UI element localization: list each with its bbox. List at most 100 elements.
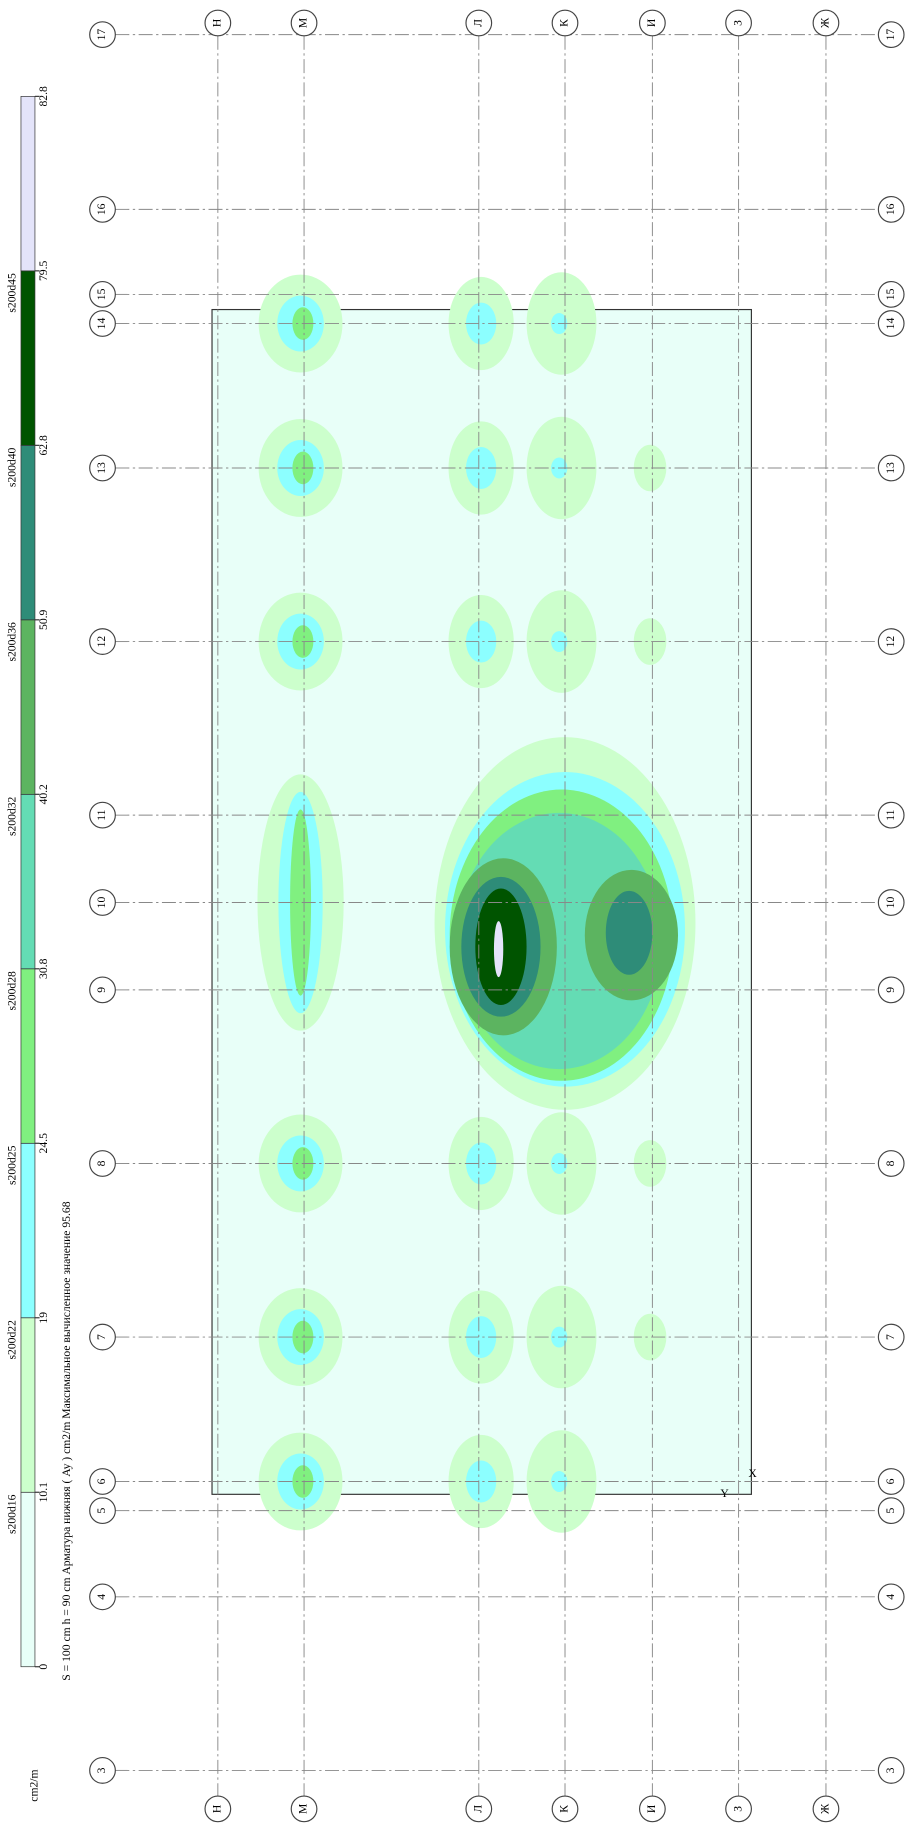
contour xyxy=(633,1140,667,1187)
axis-bubble xyxy=(290,1795,318,1823)
legend-label: s200d22 xyxy=(5,1320,18,1360)
axis-label: 13 xyxy=(884,462,897,474)
legend-swatch xyxy=(20,1317,36,1493)
axis-label: К xyxy=(558,19,571,27)
legend-tick-label: 0 xyxy=(37,1664,50,1670)
axis-label: 14 xyxy=(95,318,108,330)
axis-label: 5 xyxy=(884,1508,897,1514)
legend-tick-label: 40.2 xyxy=(37,784,50,805)
axis-label: 15 xyxy=(95,288,108,300)
axis-bubble xyxy=(89,1468,116,1495)
legend-label: s200d16 xyxy=(5,1494,18,1534)
axis-label: 9 xyxy=(884,987,897,993)
axis-bubble xyxy=(725,1795,752,1823)
legend-swatch xyxy=(20,96,36,272)
axis-label: 16 xyxy=(884,203,897,215)
axis-bubble xyxy=(89,454,116,482)
axis-bubble xyxy=(877,1583,905,1611)
axis-label: И xyxy=(645,18,658,27)
axis-bubble xyxy=(89,1757,116,1784)
axis-label: Ж xyxy=(819,17,832,28)
axis-label: 17 xyxy=(95,29,108,41)
axis-label: 15 xyxy=(884,288,897,300)
axis-label: 11 xyxy=(884,809,897,820)
axis-bubble xyxy=(638,9,666,37)
axis-bubble xyxy=(638,1795,666,1823)
axis-label: З xyxy=(731,1806,744,1812)
axis-bubble xyxy=(877,1497,905,1525)
legend-label: s200d32 xyxy=(5,796,18,836)
axis-label: 6 xyxy=(95,1478,108,1484)
axis-bubble xyxy=(89,1497,116,1525)
axis-label: 16 xyxy=(95,203,108,215)
axis-bubble xyxy=(877,21,905,49)
legend-label: s200d40 xyxy=(5,447,18,487)
axis-bubble xyxy=(812,1795,840,1823)
axis-label: 3 xyxy=(95,1767,108,1773)
axis-bubble xyxy=(877,1323,905,1351)
legend-swatch xyxy=(20,793,36,970)
legend-tick-label: 79.5 xyxy=(37,260,50,281)
axis-label: 8 xyxy=(884,1160,897,1166)
axis-bubble xyxy=(89,1150,116,1177)
axis-label: З xyxy=(731,20,744,26)
axis-label: 11 xyxy=(95,809,108,820)
axis-bubble xyxy=(89,976,116,1004)
contour xyxy=(465,302,497,345)
axis-bubble xyxy=(465,9,493,37)
axis-bubble xyxy=(877,1150,905,1177)
legend-tick-label: 62.8 xyxy=(37,435,50,456)
contour xyxy=(605,890,653,975)
axis-bubble xyxy=(89,628,116,655)
axis-bubble xyxy=(551,1795,579,1823)
axis-bubble xyxy=(725,9,752,37)
legend-tick-label: 30.8 xyxy=(37,958,50,979)
axis-label: 7 xyxy=(884,1334,897,1340)
axis-bubble xyxy=(551,9,579,37)
axis-label: 10 xyxy=(95,897,108,909)
axis-label: К xyxy=(558,1805,571,1813)
axis-label: 3 xyxy=(884,1767,897,1773)
legend-tick-label: 19 xyxy=(37,1312,50,1324)
axis-bubble xyxy=(877,310,905,337)
legend-swatch xyxy=(20,1491,36,1668)
axis-bubble xyxy=(290,9,318,37)
axis-label: 7 xyxy=(95,1334,108,1340)
legend-label: s200d45 xyxy=(5,273,18,313)
axis-label: И xyxy=(645,1804,658,1813)
contour xyxy=(465,1316,497,1359)
caption: S = 100 cm h = 90 cm Арматура нижняя ( A… xyxy=(60,1201,73,1680)
axis-label: Л xyxy=(471,1805,484,1813)
axis-label: 4 xyxy=(884,1594,897,1600)
axis-label: М xyxy=(297,18,310,28)
axis-label: М xyxy=(297,1804,310,1814)
axis-bubble xyxy=(89,801,116,829)
legend-label: s200d28 xyxy=(5,971,18,1011)
axis-bubble xyxy=(89,889,116,916)
legend-unit: cm2/m xyxy=(28,1769,41,1801)
axis-label: 9 xyxy=(95,987,108,993)
axis-mark: X xyxy=(748,1467,757,1480)
axis-label: Ж xyxy=(819,1803,832,1814)
legend-tick-label: 82.8 xyxy=(37,86,50,107)
axis-bubble xyxy=(877,628,905,655)
axis-bubble xyxy=(204,9,232,37)
axis-bubble xyxy=(877,454,905,482)
axis-bubble xyxy=(877,976,905,1004)
axis-label: Н xyxy=(211,1804,224,1813)
axis-bubble xyxy=(877,889,905,916)
axis-bubble xyxy=(204,1795,232,1823)
axis-label: Н xyxy=(211,18,224,27)
legend-swatch xyxy=(20,968,36,1144)
legend-swatch xyxy=(20,270,36,446)
contour xyxy=(465,447,497,489)
contour xyxy=(633,1313,667,1361)
contour xyxy=(465,1142,497,1185)
legend-swatch xyxy=(20,444,36,621)
axis-bubble xyxy=(89,195,116,223)
axis-bubble xyxy=(89,1323,116,1351)
axis-bubble xyxy=(89,21,116,49)
legend-swatch xyxy=(20,1142,36,1319)
axis-label: 12 xyxy=(884,636,897,648)
